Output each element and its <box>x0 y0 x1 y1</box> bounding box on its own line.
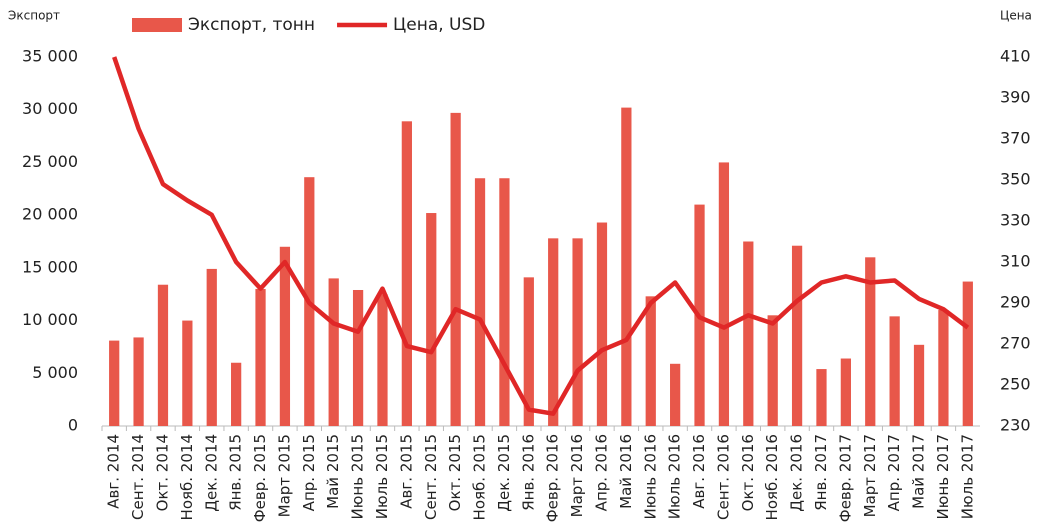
bar <box>865 257 876 426</box>
x-tick-label: Янв. 2015 <box>227 434 245 511</box>
bar <box>913 344 925 426</box>
bar <box>450 112 461 427</box>
y-tick-label: 5 000 <box>32 363 78 382</box>
y-tick-label: 25 000 <box>22 152 78 171</box>
bar <box>352 289 364 426</box>
y2-tick-label: 230 <box>1000 416 1031 435</box>
bar <box>670 363 681 426</box>
x-tick-label: Апр. 2017 <box>885 434 903 511</box>
x-tick-label: Дек. 2015 <box>495 434 513 512</box>
x-tick-label: Февр. 2015 <box>251 434 269 522</box>
x-tick-label: Дек. 2016 <box>788 434 806 512</box>
bar <box>548 238 559 426</box>
bar <box>523 277 534 426</box>
bar <box>255 288 266 426</box>
x-tick-label: Авг. 2014 <box>105 434 123 509</box>
bar <box>206 268 217 426</box>
x-tick-label: Июнь 2016 <box>641 434 659 519</box>
bar <box>279 246 291 426</box>
y2-tick-label: 270 <box>1000 334 1031 353</box>
y2-tick-label: 290 <box>1000 293 1031 312</box>
bar <box>572 238 583 426</box>
y2-tick-label: 250 <box>1000 375 1031 394</box>
y2-tick-label: 350 <box>1000 170 1031 189</box>
bar <box>499 178 510 426</box>
bar <box>962 281 973 426</box>
x-tick-label: Сент. 2014 <box>129 434 147 520</box>
bar <box>718 162 730 426</box>
x-tick-label: Апр. 2016 <box>592 434 610 511</box>
x-tick-label: Май 2017 <box>910 434 928 509</box>
bar <box>767 315 778 426</box>
bar <box>109 340 120 426</box>
x-tick-label: Февр. 2017 <box>836 434 854 522</box>
x-tick-label: Янв. 2017 <box>812 434 830 511</box>
bar <box>426 213 437 426</box>
bar <box>596 222 608 426</box>
y2-tick-label: 390 <box>1000 88 1031 107</box>
x-tick-label: Апр. 2015 <box>300 434 318 511</box>
x-tick-label: Июль 2015 <box>373 434 391 519</box>
bar <box>328 278 339 426</box>
y-tick-label: 10 000 <box>22 310 78 329</box>
x-tick-label: Июль 2016 <box>666 434 684 519</box>
x-tick-label: Июнь 2015 <box>349 434 367 519</box>
y-tick-label: 30 000 <box>22 99 78 118</box>
bar <box>621 107 632 426</box>
x-tick-label: Сент. 2016 <box>714 434 732 520</box>
x-tick-label: Март 2015 <box>275 434 293 517</box>
y2-axis-title: Цена <box>1000 9 1032 23</box>
legend-label: Экспорт, тонн <box>188 15 315 35</box>
y2-tick-label: 330 <box>1000 211 1031 230</box>
y2-tick-label: 370 <box>1000 129 1031 148</box>
x-tick-label: Окт. 2015 <box>446 434 464 511</box>
y2-tick-label: 310 <box>1000 252 1031 271</box>
bar <box>182 320 193 426</box>
bar <box>133 337 144 426</box>
bar <box>816 369 827 426</box>
x-tick-label: Июнь 2017 <box>934 434 952 519</box>
y-tick-label: 35 000 <box>22 47 78 66</box>
x-tick-label: Май 2016 <box>617 434 635 509</box>
bar <box>743 241 754 426</box>
x-tick-label: Окт. 2016 <box>739 434 757 511</box>
x-tick-label: Авг. 2015 <box>397 434 415 509</box>
legend-label: Цена, USD <box>393 15 485 35</box>
legend-swatch <box>132 18 182 32</box>
bar <box>401 121 412 426</box>
y-tick-label: 0 <box>68 416 78 435</box>
y-axis-title: Экспорт <box>8 9 60 23</box>
x-tick-label: Дек. 2014 <box>202 434 220 512</box>
x-tick-label: Нояб. 2016 <box>763 434 781 520</box>
bar <box>231 362 242 426</box>
bar <box>840 358 851 426</box>
x-tick-label: Март 2016 <box>568 434 586 517</box>
bar <box>377 294 388 426</box>
bar <box>938 310 949 426</box>
price-line <box>112 56 970 416</box>
x-tick-label: Март 2017 <box>861 434 879 517</box>
x-tick-label: Авг. 2016 <box>690 434 708 509</box>
bar <box>474 178 486 426</box>
y-tick-label: 20 000 <box>22 205 78 224</box>
x-tick-label: Июль 2017 <box>958 434 976 519</box>
y2-tick-label: 410 <box>1000 47 1031 66</box>
x-tick-label: Окт. 2014 <box>153 434 171 511</box>
x-tick-label: Нояб. 2015 <box>471 434 489 520</box>
x-tick-label: Май 2015 <box>324 434 342 509</box>
bar <box>791 245 803 426</box>
x-tick-label: Февр. 2016 <box>544 434 562 522</box>
x-tick-label: Сент. 2015 <box>422 434 440 520</box>
bar <box>157 284 169 426</box>
x-tick-label: Нояб. 2014 <box>178 434 196 520</box>
x-tick-label: Янв. 2016 <box>519 434 537 511</box>
y-tick-label: 15 000 <box>22 257 78 276</box>
bar <box>889 316 900 426</box>
bar <box>645 296 656 426</box>
